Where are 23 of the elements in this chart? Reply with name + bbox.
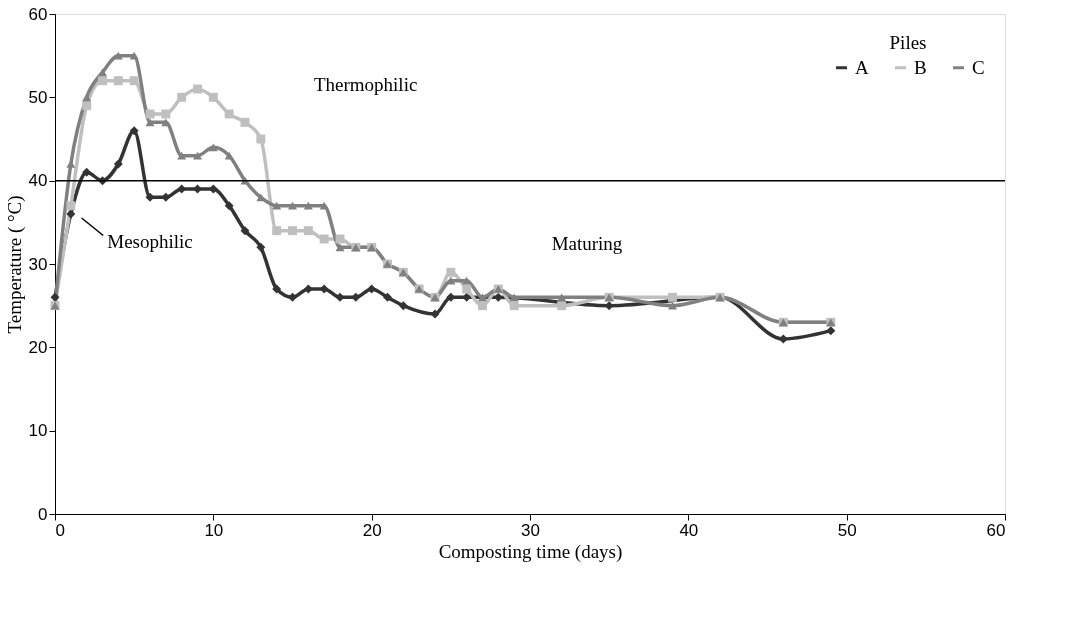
x-tick-label: 30 — [521, 520, 540, 540]
legend-label: A — [855, 56, 869, 78]
y-tick-label: 20 — [28, 337, 48, 357]
y-tick-label: 0 — [38, 504, 48, 524]
y-tick-label: 10 — [28, 421, 48, 441]
y-tick-label: 30 — [28, 254, 48, 274]
legend-label: B — [914, 56, 927, 78]
y-axis-title: Temperature ( °C) — [3, 195, 26, 334]
y-tick-label: 50 — [28, 87, 48, 107]
x-tick-label: 50 — [837, 520, 857, 540]
y-tick-label: 40 — [28, 171, 48, 191]
legend-title: Piles — [889, 32, 927, 53]
legend-label: C — [972, 56, 985, 78]
x-tick-label: 10 — [204, 520, 224, 540]
y-tick-label: 60 — [28, 4, 48, 24]
x-tick-label: 20 — [362, 520, 382, 540]
annotation: Mesophilic — [107, 230, 193, 252]
x-axis-title: Composting time (days) — [438, 540, 623, 563]
x-tick-label: 40 — [679, 520, 699, 540]
annotation: Maturing — [551, 233, 623, 254]
x-tick-label: 0 — [55, 520, 65, 540]
annotation: Thermophilic — [313, 74, 418, 95]
x-tick-label: 60 — [986, 520, 1006, 540]
